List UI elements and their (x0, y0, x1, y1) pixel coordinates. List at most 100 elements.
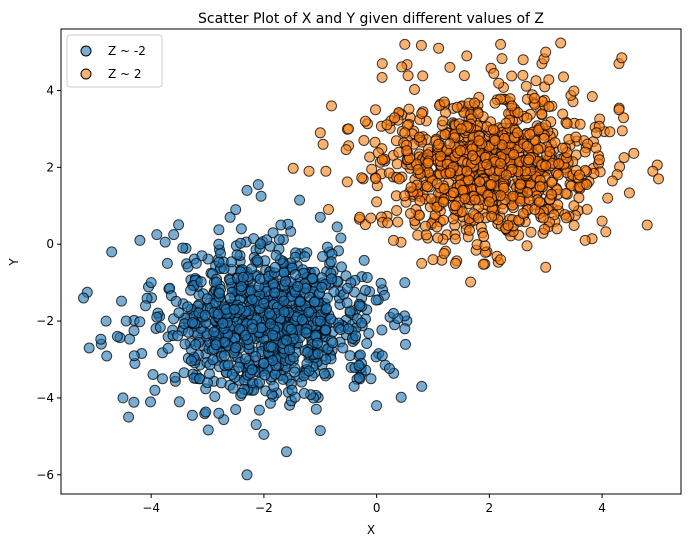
point-z-neg2 (209, 391, 221, 402)
point-z-2 (532, 143, 544, 155)
point-z-2 (496, 53, 508, 65)
legend-label-z-2: Z ~ 2 (108, 67, 142, 81)
point-z-neg2 (83, 342, 95, 354)
point-z-2 (545, 188, 557, 200)
point-z-neg2 (173, 219, 185, 231)
point-z-2 (421, 181, 433, 193)
point-z-neg2 (179, 338, 191, 350)
point-z-2 (444, 167, 456, 179)
point-z-2 (405, 181, 417, 193)
point-z-neg2 (177, 242, 189, 254)
point-z-2 (616, 52, 628, 64)
point-z-2 (371, 196, 383, 208)
point-z-2 (596, 215, 608, 227)
point-z-neg2 (239, 329, 251, 341)
point-z-2 (524, 128, 536, 140)
point-z-neg2 (279, 275, 291, 287)
point-z-2 (593, 154, 605, 166)
point-z-2 (495, 158, 507, 169)
point-z-neg2 (348, 380, 360, 392)
point-z-neg2 (259, 369, 271, 381)
point-z-2 (514, 178, 526, 190)
point-z-neg2 (376, 324, 388, 336)
point-z-2 (613, 104, 625, 116)
point-z-2 (433, 138, 445, 150)
point-z-neg2 (292, 281, 304, 292)
legend-marker-z-2 (80, 68, 92, 80)
point-z-2 (449, 233, 461, 245)
point-z-2 (485, 179, 497, 190)
y-axis-label: Y (7, 258, 21, 267)
point-z-2 (557, 108, 569, 120)
point-z-neg2 (123, 411, 135, 423)
point-z-neg2 (226, 368, 238, 380)
point-z-2 (438, 183, 450, 195)
point-z-2 (487, 124, 499, 136)
point-z-neg2 (310, 403, 322, 415)
point-z-2 (500, 117, 512, 129)
point-z-2 (536, 108, 548, 120)
point-z-neg2 (196, 250, 208, 262)
point-z-2 (557, 142, 569, 154)
point-z-neg2 (246, 364, 258, 376)
point-z-neg2 (134, 316, 146, 328)
y-tick-label: −2 (36, 314, 54, 328)
point-z-2 (469, 194, 481, 206)
point-z-neg2 (151, 229, 163, 241)
point-z-2 (437, 115, 449, 127)
point-z-2 (464, 224, 475, 236)
point-z-2 (420, 229, 432, 241)
point-z-2 (396, 61, 408, 73)
point-z-2 (540, 46, 552, 58)
point-z-2 (479, 240, 491, 252)
point-z-2 (579, 234, 591, 246)
point-z-neg2 (312, 348, 324, 360)
point-z-neg2 (255, 190, 267, 202)
point-z-neg2 (170, 295, 182, 307)
point-z-neg2 (376, 350, 388, 362)
point-z-2 (495, 38, 507, 50)
point-z-neg2 (161, 257, 173, 269)
point-z-neg2 (157, 373, 168, 385)
legend: Z ~ -2 Z ~ 2 (66, 34, 163, 88)
point-z-2 (287, 162, 299, 174)
point-z-neg2 (399, 277, 411, 289)
point-z-neg2 (217, 317, 229, 329)
point-z-neg2 (356, 317, 368, 329)
point-z-neg2 (120, 315, 132, 327)
point-z-neg2 (208, 326, 220, 338)
point-z-2 (467, 150, 478, 162)
point-z-2 (521, 140, 533, 152)
point-z-2 (438, 248, 450, 259)
point-z-neg2 (314, 211, 326, 223)
point-z-neg2 (190, 257, 202, 269)
point-z-neg2 (299, 251, 311, 263)
point-z-2 (586, 91, 598, 102)
point-z-neg2 (240, 353, 252, 365)
point-z-2 (653, 173, 664, 185)
point-z-neg2 (210, 339, 222, 351)
y-tick-label: −6 (36, 468, 54, 482)
point-z-2 (502, 219, 514, 231)
point-z-2 (489, 134, 501, 146)
point-z-2 (474, 176, 486, 188)
point-z-2 (341, 176, 353, 188)
point-z-neg2 (359, 284, 371, 296)
point-z-2 (392, 216, 404, 228)
point-z-2 (560, 212, 572, 224)
point-z-2 (450, 200, 461, 212)
point-z-2 (447, 187, 459, 199)
point-z-neg2 (101, 350, 113, 362)
point-z-neg2 (258, 297, 270, 309)
point-z-neg2 (270, 249, 282, 261)
point-z-neg2 (185, 355, 197, 367)
point-z-neg2 (344, 350, 356, 362)
point-z-2 (539, 223, 550, 235)
point-z-neg2 (235, 281, 247, 292)
point-z-2 (437, 196, 449, 208)
point-z-neg2 (172, 330, 184, 342)
point-z-2 (461, 50, 473, 62)
point-z-neg2 (247, 323, 259, 335)
point-z-neg2 (173, 307, 185, 319)
